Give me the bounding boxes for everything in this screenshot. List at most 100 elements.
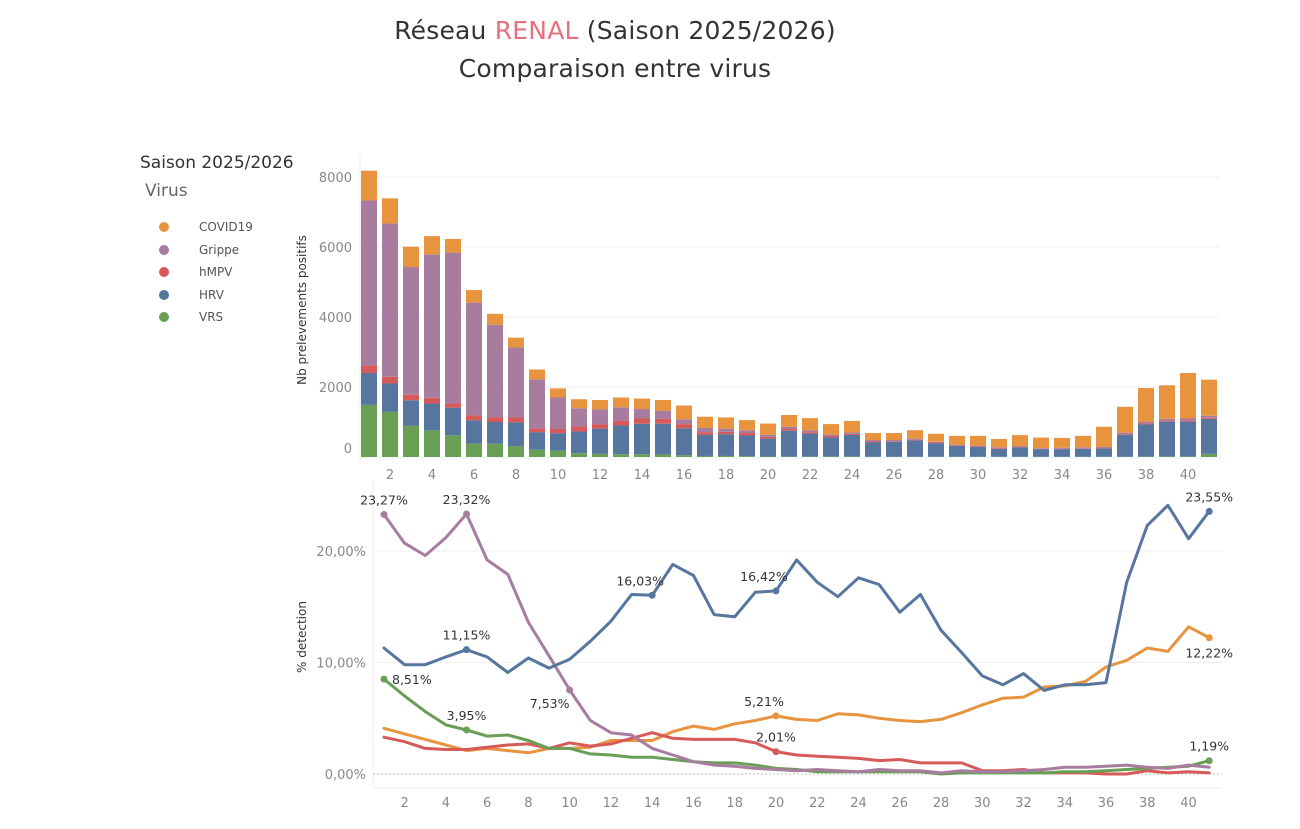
bar-segment-covid19 <box>781 415 797 427</box>
title-prefix: Réseau <box>394 16 495 45</box>
x-tick-label: 28 <box>928 468 945 483</box>
bar-stack <box>697 416 713 457</box>
x-tick-label: 10 <box>561 796 578 811</box>
bar-segment-grippe <box>970 445 986 447</box>
bar-segment-grippe <box>991 447 1007 449</box>
data-label: 11,15% <box>443 628 491 643</box>
data-label: 16,03% <box>616 573 664 588</box>
x-tick-label: 20 <box>768 796 785 811</box>
bar-segment-hrv <box>718 434 734 456</box>
bar-segment-hmpv <box>886 441 902 442</box>
bar-segment-hrv <box>781 430 797 457</box>
bar-stack <box>760 423 776 457</box>
x-tick-label: 26 <box>891 796 908 811</box>
legend-item-vrs[interactable]: VRS <box>159 310 223 324</box>
line-series-vrs <box>382 677 1211 776</box>
bar-segment-grippe <box>781 426 797 429</box>
data-label: 12,22% <box>1185 646 1233 661</box>
bar-stack <box>361 170 377 457</box>
bar-segment-hmpv <box>382 376 398 384</box>
bar-segment-hmpv <box>949 445 965 446</box>
data-point-vrs <box>1205 757 1213 765</box>
bar-segment-hmpv <box>928 442 944 444</box>
bar-segment-grippe <box>823 434 839 436</box>
bar-segment-grippe <box>697 427 713 433</box>
bar-segment-grippe <box>403 266 419 395</box>
bar-segment-hmpv <box>760 436 776 439</box>
bar-segment-hmpv <box>802 432 818 434</box>
bar-stack <box>865 433 881 457</box>
line-series-hrv <box>382 503 1211 692</box>
data-point-vrs <box>380 675 388 683</box>
bar-segment-hrv <box>1180 421 1196 457</box>
legend-dot-icon <box>159 267 169 277</box>
bar-segment-vrs <box>592 453 608 457</box>
x-tick-label: 16 <box>676 468 693 483</box>
x-tick-label: 4 <box>442 796 450 811</box>
x-tick-label: 12 <box>592 468 609 483</box>
bar-segment-covid19 <box>1096 426 1112 448</box>
x-tick-label: 18 <box>726 796 743 811</box>
x-tick-label: 28 <box>933 796 950 811</box>
bar-segment-covid19 <box>466 290 482 303</box>
legend-season: Saison 2025/2026 <box>140 153 294 173</box>
x-tick-label: 30 <box>974 796 991 811</box>
bar-segment-hrv <box>1012 447 1028 457</box>
bar-segment-hrv <box>403 400 419 426</box>
x-tick-label: 16 <box>685 796 702 811</box>
bar-segment-hmpv <box>466 415 482 421</box>
bar-stack <box>1075 435 1091 457</box>
bar-segment-hrv <box>571 431 587 454</box>
bar-segment-vrs <box>634 454 650 457</box>
bar-segment-vrs <box>571 453 587 457</box>
bar-segment-grippe <box>571 408 587 427</box>
bar-segment-hrv <box>844 434 860 457</box>
bar-segment-covid19 <box>1033 437 1049 449</box>
data-point-hrv <box>772 587 780 595</box>
bar-segment-grippe <box>802 430 818 433</box>
bar-segment-hmpv <box>592 424 608 429</box>
bar-segment-covid19 <box>361 170 377 201</box>
legend-item-covid19[interactable]: COVID19 <box>159 220 253 234</box>
data-point-grippe <box>380 511 388 519</box>
x-tick-label: 14 <box>644 796 661 811</box>
bar-segment-covid19 <box>445 238 461 253</box>
bar-segment-hmpv <box>823 436 839 438</box>
bar-segment-grippe <box>1096 447 1112 449</box>
bar-segment-grippe <box>655 410 671 419</box>
bar-stack <box>655 399 671 457</box>
bar-segment-covid19 <box>592 399 608 410</box>
data-point-grippe <box>463 510 471 518</box>
bar-segment-hmpv <box>550 429 566 434</box>
bar-segment-grippe <box>361 200 377 366</box>
x-tick-label: 2 <box>386 468 394 483</box>
x-tick-label: 36 <box>1098 796 1115 811</box>
legend-dot-icon <box>159 244 169 255</box>
bar-segment-hmpv <box>634 418 650 424</box>
y-tick-label: 8000 <box>319 171 352 186</box>
legend-label: Grippe <box>199 242 240 257</box>
legend-item-hrv[interactable]: HRV <box>159 288 224 302</box>
bar-segment-hmpv <box>361 365 377 373</box>
x-tick-label: 38 <box>1139 796 1156 811</box>
bar-segment-hrv <box>1096 448 1112 457</box>
bar-segment-grippe <box>382 223 398 377</box>
bar-segment-covid19 <box>718 417 734 429</box>
data-label: 3,95% <box>447 708 487 723</box>
legend-item-hmpv[interactable]: hMPV <box>159 265 232 279</box>
legend-item-grippe[interactable]: Grippe <box>159 243 239 257</box>
bar-stack <box>1054 437 1070 457</box>
bar-segment-hmpv <box>403 394 419 401</box>
bar-segment-covid19 <box>1117 406 1133 433</box>
data-point-hrv <box>1205 507 1213 515</box>
bar-segment-covid19 <box>865 433 881 441</box>
bar-segment-covid19 <box>739 420 755 431</box>
bar-stack <box>886 433 902 457</box>
bar-segment-vrs <box>445 435 461 457</box>
bar-segment-hrv <box>655 423 671 455</box>
bar-segment-vrs <box>487 443 503 457</box>
bar-stack <box>1012 435 1028 457</box>
data-point-hmpv <box>772 748 780 756</box>
data-label: 5,21% <box>744 694 784 709</box>
